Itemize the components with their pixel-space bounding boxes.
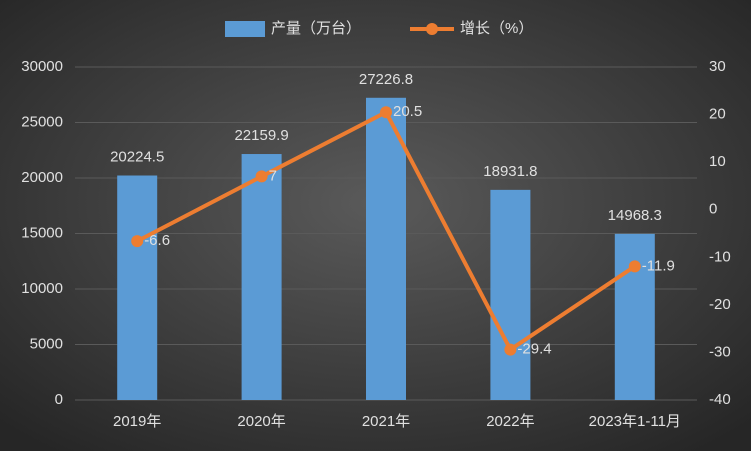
y-tick-label: 30000 <box>21 58 63 75</box>
line-point <box>131 235 144 248</box>
y2-tick-label: -40 <box>709 391 731 408</box>
line-value-label: -6.6 <box>144 232 170 249</box>
bar-value-label: 22159.9 <box>234 127 288 144</box>
line-value-label: 7 <box>269 167 277 184</box>
bar <box>241 154 282 400</box>
y2-tick-label: 10 <box>709 153 726 170</box>
y-tick-label: 25000 <box>21 113 63 130</box>
y-tick-label: 15000 <box>21 224 63 241</box>
y2-tick-label: 30 <box>709 58 726 75</box>
x-tick-label: 2019年 <box>113 413 161 430</box>
bar <box>117 175 158 400</box>
line-point <box>380 106 392 119</box>
line-point <box>628 260 641 273</box>
bar <box>490 189 531 400</box>
legend-swatch <box>225 21 265 37</box>
y2-tick-label: -10 <box>709 248 731 265</box>
x-tick-label: 2023年1-11月 <box>589 413 681 430</box>
y2-tick-label: -20 <box>709 296 731 313</box>
line-value-label: 20.5 <box>393 103 422 120</box>
line-point <box>255 170 268 183</box>
legend-label: 增长（%） <box>460 20 533 37</box>
y2-tick-label: 20 <box>709 106 726 123</box>
y-tick-label: 10000 <box>21 280 63 297</box>
bar-value-label: 27226.8 <box>359 71 413 88</box>
x-tick-label: 2021年 <box>362 413 410 430</box>
x-tick-label: 2022年 <box>486 413 534 430</box>
y-tick-label: 20000 <box>21 169 63 186</box>
y-tick-label: 5000 <box>30 335 63 352</box>
bar <box>366 97 406 400</box>
bar-value-label: 14968.3 <box>608 207 662 224</box>
line-value-label: -11.9 <box>642 257 675 274</box>
y2-tick-label: -30 <box>709 343 731 360</box>
x-tick-label: 2020年 <box>237 413 285 430</box>
line-point <box>504 343 517 356</box>
bar-value-label: 18931.8 <box>483 163 537 180</box>
legend-label: 产量（万台） <box>271 20 361 37</box>
line-value-label: -29.4 <box>517 341 551 358</box>
y2-tick-label: 0 <box>709 201 717 218</box>
bar-value-label: 20224.5 <box>110 148 164 165</box>
legend-marker <box>426 23 438 35</box>
y-tick-label: 0 <box>55 391 63 408</box>
